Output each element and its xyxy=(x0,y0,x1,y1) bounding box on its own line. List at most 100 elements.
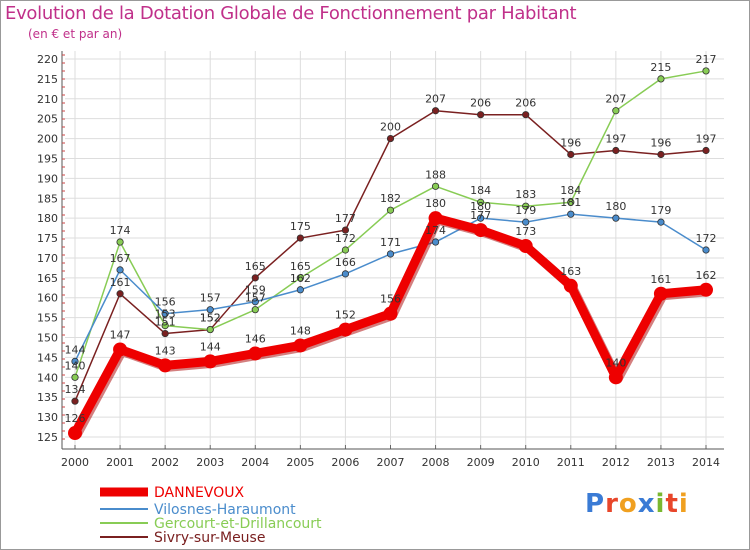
series xyxy=(68,67,713,441)
data-label: 166 xyxy=(335,256,356,269)
data-label: 173 xyxy=(515,225,536,238)
data-label: 197 xyxy=(605,133,626,146)
y-tick-label: 160 xyxy=(37,292,58,305)
data-point xyxy=(248,346,263,361)
data-label: 175 xyxy=(290,220,311,233)
chart-title: Evolution de la Dotation Globale de Fonc… xyxy=(5,3,577,24)
data-point xyxy=(161,321,169,330)
data-point xyxy=(428,211,443,226)
data-label: 163 xyxy=(560,265,581,278)
x-tick-label: 2006 xyxy=(331,456,359,469)
y-tick-label: 145 xyxy=(37,351,58,364)
data-label: 206 xyxy=(515,97,536,110)
data-point xyxy=(251,298,259,306)
data-label: 179 xyxy=(515,204,536,217)
data-point xyxy=(116,238,124,246)
data-label: 152 xyxy=(200,312,221,325)
y-tick-label: 150 xyxy=(37,332,58,345)
data-point xyxy=(657,150,665,159)
x-tick-label: 2001 xyxy=(106,456,134,469)
data-point xyxy=(567,150,575,159)
data-point xyxy=(71,373,79,381)
axes: 125 130 135 140 145 150 155 160 165 170 175 180 185 1… xyxy=(37,51,724,469)
data-label: 159 xyxy=(245,284,266,297)
data-point xyxy=(203,354,218,369)
data-point xyxy=(296,274,304,282)
x-tick-label: 2008 xyxy=(422,456,450,469)
logo-letter: i xyxy=(678,489,689,519)
data-point xyxy=(563,278,578,293)
data-point xyxy=(386,206,395,214)
data-label: 196 xyxy=(560,136,581,149)
data-label: 126 xyxy=(65,412,86,425)
data-point xyxy=(71,357,79,365)
x-tick-label: 2000 xyxy=(61,456,89,469)
y-tick-label: 190 xyxy=(37,172,58,185)
data-point xyxy=(338,322,353,337)
data-point xyxy=(567,210,575,218)
data-label: 151 xyxy=(155,316,176,329)
y-tick-label: 215 xyxy=(37,73,58,86)
x-tick-label: 2014 xyxy=(692,456,720,469)
data-label: 179 xyxy=(650,204,671,217)
data-point xyxy=(702,146,710,155)
data-point xyxy=(477,198,485,206)
data-label: 156 xyxy=(155,296,176,309)
data-label: 172 xyxy=(696,232,717,245)
data-point xyxy=(206,306,214,314)
data-label: 161 xyxy=(110,276,131,289)
data-point xyxy=(567,198,575,206)
data-label: 165 xyxy=(290,260,311,273)
legend: DANNEVOUXVilosnes-HaraumontGercourt-et-D… xyxy=(100,485,322,546)
y-tick-label: 205 xyxy=(37,113,58,126)
x-tick-label: 2007 xyxy=(377,456,405,469)
data-label: 140 xyxy=(65,359,86,372)
data-label: 162 xyxy=(290,272,311,285)
data-label: 165 xyxy=(245,260,266,273)
data-point xyxy=(473,223,488,238)
data-point xyxy=(518,239,533,254)
data-point xyxy=(158,358,173,373)
y-tick-label: 195 xyxy=(37,152,58,165)
data-point xyxy=(386,250,395,258)
legend-label: Sivry-sur-Meuse xyxy=(154,530,265,546)
y-tick-label: 140 xyxy=(37,371,58,384)
data-point xyxy=(206,325,214,334)
data-label: 180 xyxy=(425,197,446,210)
y-tick-label: 185 xyxy=(37,192,58,205)
x-tick-label: 2002 xyxy=(151,456,179,469)
data-label: 174 xyxy=(425,224,446,237)
y-tick-label: 125 xyxy=(37,431,58,444)
y-tick-label: 155 xyxy=(37,312,58,325)
data-label: 146 xyxy=(245,332,266,345)
data-label: 174 xyxy=(110,224,131,237)
data-label: 206 xyxy=(470,97,491,110)
data-label: 171 xyxy=(380,236,401,249)
x-tick-label: 2009 xyxy=(467,456,495,469)
data-label: 143 xyxy=(155,344,176,357)
data-point xyxy=(293,338,308,353)
data-point xyxy=(71,397,79,405)
data-point xyxy=(612,214,620,222)
y-tick-label: 200 xyxy=(37,133,58,146)
data-point xyxy=(296,286,304,294)
data-label: 177 xyxy=(335,212,356,225)
data-point xyxy=(383,306,398,321)
data-label: 181 xyxy=(560,196,581,209)
data-label: 207 xyxy=(425,93,446,106)
logo-letter: o xyxy=(618,489,638,519)
data-point xyxy=(341,270,350,278)
data-point xyxy=(653,286,668,301)
logo-letter: P xyxy=(585,489,606,519)
data-point xyxy=(699,282,713,297)
data-label: 196 xyxy=(650,136,671,149)
data-point xyxy=(251,306,259,314)
data-label: 144 xyxy=(200,340,221,353)
data-point xyxy=(251,274,259,282)
data-label: 156 xyxy=(380,293,401,306)
x-tick-label: 2003 xyxy=(196,456,224,469)
y-tick-label: 165 xyxy=(37,272,58,285)
data-label: 183 xyxy=(515,188,536,201)
y-tick-label: 170 xyxy=(37,252,58,265)
